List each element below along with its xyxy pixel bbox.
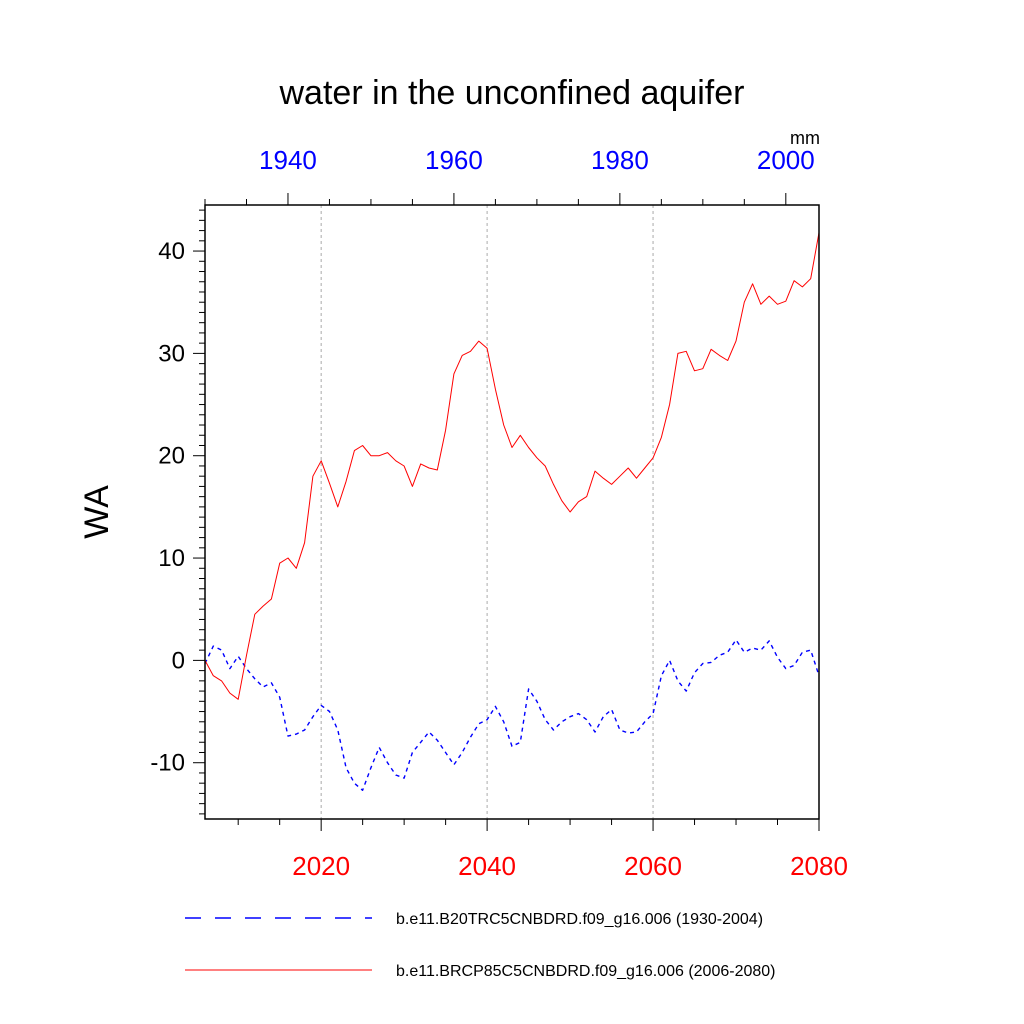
series-line-2 — [204, 232, 820, 700]
bottom-x-tick-label: 2080 — [790, 851, 848, 881]
legend-label-2: b.e11.BRCP85C5CNBDRD.f09_g16.006 (2006-2… — [396, 963, 775, 980]
y-tick-label: 20 — [158, 443, 185, 470]
top-x-tick-label: 1960 — [425, 145, 483, 175]
series-line-1 — [204, 639, 820, 791]
data-series — [204, 232, 820, 791]
top-x-tick-label: 2000 — [757, 145, 815, 175]
top-x-tick-label: 1980 — [591, 145, 649, 175]
y-tick-label: 30 — [158, 340, 185, 367]
grid-lines — [320, 205, 654, 819]
bottom-x-tick-label: 2020 — [292, 851, 350, 881]
tick-labels: -10 0 10 20 30 40 2020 2040 2060 2080 1940 1960 1980… — [150, 145, 848, 881]
bottom-x-tick-label: 2040 — [458, 851, 516, 881]
axis-ticks — [193, 193, 820, 831]
y-tick-label: 40 — [158, 238, 185, 265]
legend-label-1: b.e11.B20TRC5CNBDRD.f09_g16.006 (1930-20… — [396, 911, 763, 928]
units-label: mm — [790, 128, 820, 148]
top-x-tick-label: 1940 — [259, 145, 317, 175]
legend: b.e11.B20TRC5CNBDRD.f09_g16.006 (1930-20… — [185, 911, 775, 980]
y-tick-label: 10 — [158, 545, 185, 572]
y-tick-label: 0 — [172, 647, 185, 674]
y-tick-label: -10 — [150, 750, 185, 777]
plot-frame — [204, 204, 820, 820]
chart-title: water in the unconfined aquifer — [279, 74, 745, 112]
y-axis-label: WA — [78, 485, 116, 539]
bottom-x-tick-label: 2060 — [624, 851, 682, 881]
